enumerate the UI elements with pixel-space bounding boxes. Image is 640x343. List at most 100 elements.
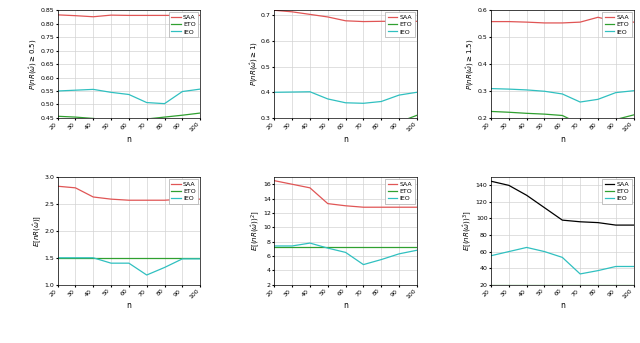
ETO bbox=[108, 256, 115, 260]
Line: IEO: IEO bbox=[491, 247, 634, 274]
ETO bbox=[288, 245, 296, 249]
ETO bbox=[288, 118, 296, 122]
Y-axis label: $E[(nR(\hat{\omega}))^3]$: $E[(nR(\hat{\omega}))^3]$ bbox=[461, 211, 474, 251]
Legend: SAA, ETO, IEO: SAA, ETO, IEO bbox=[169, 12, 198, 37]
IEO bbox=[324, 97, 332, 101]
Y-axis label: $E[nR(\hat{\omega})]$: $E[nR(\hat{\omega})]$ bbox=[31, 215, 43, 247]
SAA bbox=[161, 13, 168, 17]
ETO bbox=[360, 124, 367, 128]
Line: ETO: ETO bbox=[491, 111, 634, 124]
SAA bbox=[196, 197, 204, 201]
ETO bbox=[396, 245, 403, 249]
SAA bbox=[342, 204, 349, 208]
SAA bbox=[196, 13, 204, 17]
ETO bbox=[396, 120, 403, 124]
SAA bbox=[630, 223, 637, 227]
IEO bbox=[541, 89, 548, 93]
ETO bbox=[324, 245, 332, 249]
ETO bbox=[630, 113, 637, 117]
SAA bbox=[541, 21, 548, 25]
SAA bbox=[125, 13, 132, 17]
IEO bbox=[179, 257, 186, 261]
ETO bbox=[161, 115, 168, 119]
ETO bbox=[378, 122, 385, 126]
ETO bbox=[594, 120, 602, 124]
SAA bbox=[306, 186, 314, 190]
ETO bbox=[576, 122, 584, 126]
ETO bbox=[271, 118, 278, 122]
IEO bbox=[196, 87, 204, 91]
X-axis label: n: n bbox=[343, 134, 348, 143]
IEO bbox=[541, 249, 548, 253]
SAA bbox=[630, 20, 637, 24]
ETO bbox=[630, 283, 637, 287]
SAA bbox=[594, 15, 602, 19]
IEO bbox=[108, 90, 115, 94]
SAA bbox=[288, 182, 296, 186]
IEO bbox=[271, 244, 278, 248]
Line: IEO: IEO bbox=[275, 243, 417, 264]
IEO bbox=[288, 90, 296, 94]
SAA bbox=[523, 193, 531, 197]
SAA bbox=[179, 13, 186, 17]
IEO bbox=[612, 264, 620, 269]
ETO bbox=[125, 256, 132, 260]
IEO bbox=[179, 90, 186, 94]
IEO bbox=[630, 89, 637, 93]
IEO bbox=[559, 92, 566, 96]
ETO bbox=[196, 111, 204, 115]
SAA bbox=[505, 20, 513, 24]
SAA bbox=[487, 179, 495, 183]
ETO bbox=[271, 245, 278, 249]
ETO bbox=[487, 283, 495, 287]
X-axis label: n: n bbox=[127, 134, 131, 143]
ETO bbox=[179, 256, 186, 260]
SAA bbox=[288, 10, 296, 14]
IEO bbox=[396, 252, 403, 256]
ETO bbox=[179, 113, 186, 117]
ETO bbox=[594, 283, 602, 287]
Line: ETO: ETO bbox=[275, 115, 417, 126]
SAA bbox=[125, 198, 132, 202]
ETO bbox=[108, 118, 115, 122]
SAA bbox=[559, 21, 566, 25]
ETO bbox=[90, 116, 97, 120]
IEO bbox=[161, 102, 168, 106]
IEO bbox=[143, 100, 150, 105]
Legend: SAA, ETO, IEO: SAA, ETO, IEO bbox=[602, 12, 632, 37]
IEO bbox=[594, 97, 602, 102]
Line: SAA: SAA bbox=[275, 181, 417, 207]
ETO bbox=[72, 115, 79, 119]
IEO bbox=[612, 91, 620, 95]
IEO bbox=[413, 90, 420, 94]
ETO bbox=[54, 114, 61, 118]
Line: IEO: IEO bbox=[275, 92, 417, 103]
ETO bbox=[541, 112, 548, 116]
X-axis label: n: n bbox=[343, 301, 348, 310]
Legend: SAA, ETO, IEO: SAA, ETO, IEO bbox=[385, 179, 415, 204]
SAA bbox=[143, 198, 150, 202]
X-axis label: n: n bbox=[560, 134, 564, 143]
IEO bbox=[125, 261, 132, 265]
ETO bbox=[196, 256, 204, 260]
IEO bbox=[324, 246, 332, 250]
IEO bbox=[72, 88, 79, 92]
IEO bbox=[559, 255, 566, 259]
ETO bbox=[125, 119, 132, 123]
IEO bbox=[143, 273, 150, 277]
ETO bbox=[505, 283, 513, 287]
Line: IEO: IEO bbox=[58, 89, 200, 104]
ETO bbox=[541, 283, 548, 287]
IEO bbox=[90, 256, 97, 260]
SAA bbox=[576, 220, 584, 224]
X-axis label: n: n bbox=[127, 301, 131, 310]
ETO bbox=[90, 256, 97, 260]
SAA bbox=[413, 205, 420, 209]
Line: IEO: IEO bbox=[491, 88, 634, 102]
Legend: SAA, ETO, IEO: SAA, ETO, IEO bbox=[385, 12, 415, 37]
SAA bbox=[161, 198, 168, 202]
IEO bbox=[594, 269, 602, 273]
Legend: SAA, ETO, IEO: SAA, ETO, IEO bbox=[169, 179, 198, 204]
SAA bbox=[324, 15, 332, 19]
IEO bbox=[505, 249, 513, 253]
